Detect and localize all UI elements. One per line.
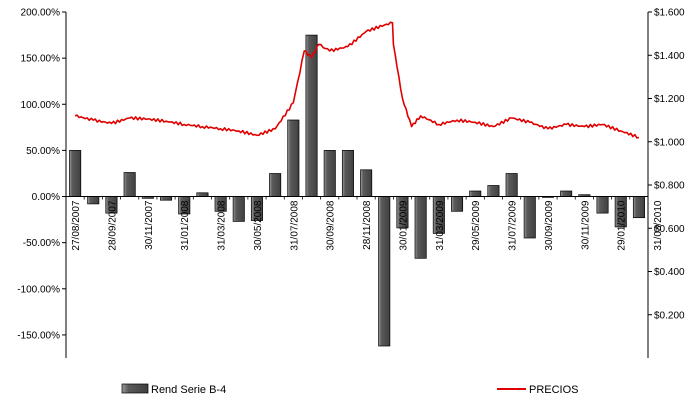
- legend-label-line: PRECIOS: [529, 384, 579, 396]
- y-left-tick-label: -100.00%: [17, 284, 60, 295]
- legend-label-bars: Rend Serie B-4: [151, 384, 226, 396]
- x-tick-label: 31/03/2010: [653, 200, 664, 250]
- price-line-group: [74, 21, 640, 139]
- price-line: [74, 21, 640, 139]
- bar: [87, 196, 100, 205]
- bar: [596, 196, 609, 214]
- y-right-tick-label: $0.800: [654, 181, 685, 192]
- x-tick-label: 31/07/2009: [508, 200, 519, 250]
- bar: [378, 196, 391, 347]
- axes-group: -150.00% -100.00% -50.00% 0.00% 50.00% 100.00…: [17, 8, 685, 358]
- x-tick-label: 31/03/2009: [435, 200, 446, 250]
- bar: [523, 196, 536, 239]
- y-left-tick-label: 200.00%: [21, 8, 61, 19]
- x-tick-label: 29/01/2010: [617, 200, 628, 250]
- x-tick-label: 30/09/2008: [326, 200, 337, 250]
- x-tick-label: 28/11/2008: [362, 200, 373, 250]
- bar: [123, 172, 136, 197]
- bar: [560, 190, 573, 197]
- x-tick-label: 27/08/2007: [71, 200, 82, 250]
- y-left-tick-label: -50.00%: [23, 238, 60, 249]
- y-left-tick-label: -150.00%: [17, 330, 60, 341]
- x-tick-label: 28/09/2007: [108, 200, 119, 250]
- y-right-tick-label: $1.400: [654, 51, 685, 62]
- x-tick-label: 30/09/2009: [544, 200, 555, 250]
- bar: [160, 196, 173, 201]
- x-tick-label: 31/07/2008: [289, 200, 300, 250]
- y-right-tick-label: $0.400: [654, 267, 685, 278]
- bar: [341, 150, 354, 197]
- bar: [451, 196, 464, 212]
- bar: [360, 169, 373, 197]
- bar: [469, 190, 482, 197]
- bar: [69, 150, 82, 197]
- y-right-tick-label: $0.200: [654, 310, 685, 321]
- x-tick-label: 30/01/2009: [399, 200, 410, 250]
- bar: [487, 185, 500, 197]
- x-tick-label: 31/01/2008: [180, 200, 191, 250]
- x-tick-label: 29/05/2009: [471, 200, 482, 250]
- y-right-tick-label: $1.000: [654, 137, 685, 148]
- y-left-tick-label: 150.00%: [21, 54, 61, 65]
- x-tick-label: 30/05/2008: [253, 200, 264, 250]
- bar: [287, 119, 300, 197]
- bar: [305, 34, 318, 197]
- bar: [269, 173, 282, 197]
- y-left-tick-label: 50.00%: [26, 146, 60, 157]
- bar: [323, 150, 336, 197]
- bars-group: [69, 34, 645, 347]
- x-tick-label: 30/11/2009: [580, 200, 591, 250]
- y-right-tick-label: $0.600: [654, 224, 685, 235]
- y-left-tick-label: 100.00%: [21, 100, 61, 111]
- y-left-tick-label: 0.00%: [32, 192, 60, 203]
- legend-bar-swatch: [121, 383, 149, 394]
- bar: [632, 196, 645, 219]
- x-tick-label: 31/03/2008: [217, 200, 228, 250]
- bar: [414, 196, 427, 259]
- bar: [196, 192, 209, 197]
- bar: [232, 196, 245, 222]
- y-right-tick-label: $1.200: [654, 94, 685, 105]
- y-right-tick-label: $1.600: [654, 8, 685, 19]
- legend: Rend Serie B-4 PRECIOS: [121, 383, 579, 396]
- bar: [505, 173, 518, 197]
- x-tick-label: 30/11/2007: [144, 200, 155, 250]
